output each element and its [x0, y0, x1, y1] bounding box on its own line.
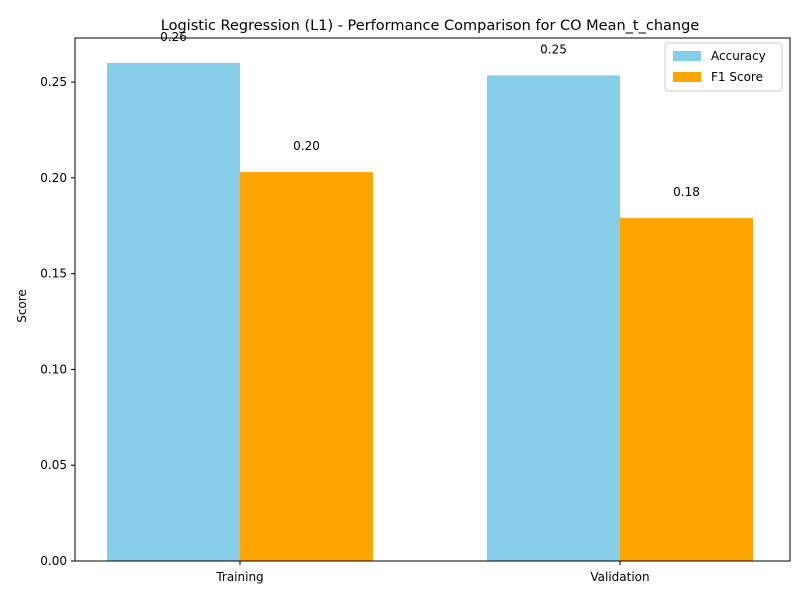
- legend-swatch: [673, 51, 701, 61]
- bar-f1-score-training: [240, 172, 373, 561]
- y-axis-label: Score: [15, 289, 29, 323]
- data-label: 0.25: [540, 42, 567, 56]
- y-tick-label: 0.25: [40, 75, 67, 89]
- bar-accuracy-validation: [487, 75, 620, 561]
- data-labels-group: 0.26 0.25 0.20 0.18: [160, 30, 700, 199]
- x-tick-label: Training: [215, 570, 263, 584]
- data-label: 0.18: [673, 185, 700, 199]
- legend: Accuracy F1 Score: [664, 42, 783, 92]
- legend-swatch: [673, 72, 701, 82]
- legend-label: Accuracy: [711, 49, 766, 63]
- plot-frame: [74, 37, 791, 562]
- x-axis: Training Validation: [215, 561, 650, 584]
- y-tick-label: 0.20: [40, 171, 67, 185]
- y-tick-label: 0.15: [40, 267, 67, 281]
- bars-group: [107, 62, 753, 562]
- y-tick-label: 0.10: [40, 362, 67, 376]
- legend-label: F1 Score: [711, 70, 763, 84]
- x-tick-label: Validation: [590, 570, 649, 584]
- chart-title: Logistic Regression (L1) - Performance C…: [161, 18, 700, 34]
- y-axis: 0.00 0.05 0.10 0.15 0.20 0.25: [40, 75, 75, 568]
- data-label: 0.20: [293, 139, 320, 153]
- data-label: 0.26: [160, 30, 187, 44]
- bar-f1-score-validation: [620, 218, 753, 562]
- y-tick-label: 0.00: [40, 554, 67, 568]
- y-tick-label: 0.05: [40, 458, 67, 472]
- bar-accuracy-training: [107, 62, 240, 562]
